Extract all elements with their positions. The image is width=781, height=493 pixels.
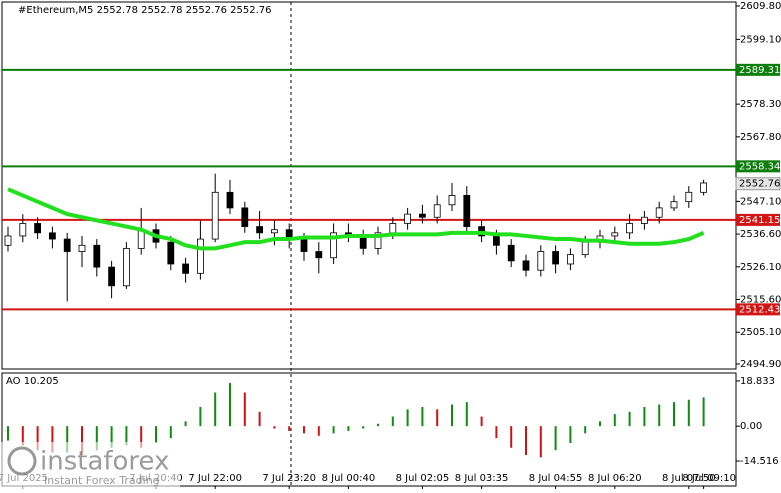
candle-body [537,251,545,271]
candle-body [256,226,264,234]
y-tick-label: 2505.10 [740,327,781,338]
level-label: 2558.34 [739,161,780,172]
candle-body [93,244,101,268]
y-tick-label: 18.833 [740,376,775,387]
y-tick-label: 2547.10 [740,196,781,207]
y-tick-label: 2567.80 [740,132,781,143]
candle-body [226,191,234,209]
level-label-box [736,63,780,76]
level-label-box [736,160,780,173]
candle-body [463,195,471,227]
candle-body [507,244,515,262]
candle-body [611,232,619,237]
candle-body [404,213,412,224]
candle-body [19,223,27,237]
x-tick-label: 8 Jul 03:35 [455,473,509,484]
candle-body [196,238,204,274]
y-tick-label: 2526.10 [740,262,781,273]
candle-body [78,244,86,252]
level-label: 2541.15 [739,215,780,226]
candle-body [492,235,500,246]
candle-body [670,201,678,209]
watermark: instaforex Instant Forex Trading [0,442,180,489]
candle-body [270,229,278,234]
candle-body [655,207,663,218]
level-label-box [736,213,780,226]
candle-body [581,241,589,256]
watermark-tagline: Instant Forex Trading [44,474,160,487]
candle-body [315,251,323,259]
x-tick-label: 8 Jul 02:05 [396,473,450,484]
candle-body [418,213,426,218]
x-tick-label: 8 Jul 00:40 [322,473,376,484]
indicator-title: AO 10.205 [6,376,59,387]
candle-body [182,263,190,274]
level-label-box [736,303,780,316]
candle-body [641,216,648,224]
y-tick-label: 0.00 [740,421,762,432]
x-tick-label: 8 Jul 07:50 [662,473,716,484]
candle-body [49,232,56,240]
moving-average [7,187,705,251]
candle-body [433,204,441,218]
level-label: 2512.43 [739,304,780,315]
y-tick-label: 2599.10 [740,34,781,45]
x-tick-label: 8 Jul 04:55 [529,473,583,484]
watermark-logo [7,446,37,476]
x-tick-label: 7 Jul 22:00 [188,473,242,484]
current-price-label: 2552.76 [739,179,780,190]
y-tick-label: 2609.80 [740,1,781,12]
x-tick-label: 8 Jul 09:10 [682,473,736,484]
candle-body [685,191,693,203]
indicator-pane [1,372,737,487]
y-tick-label: 2494.90 [740,359,781,370]
candle-body [167,241,175,265]
candle-body [700,182,707,193]
candle-body [626,223,633,234]
candle-body [34,223,41,234]
y-tick-label: -14.516 [740,456,779,467]
candle-body [241,207,249,227]
candle-body [374,232,382,249]
candle-body [108,266,115,287]
level-label: 2589.31 [739,65,780,76]
candle-body [522,260,530,271]
candle-body [4,235,12,246]
y-tick-label: 2536.60 [740,229,781,240]
candle-body [448,195,456,206]
y-tick-label: 2578.30 [740,99,781,110]
candle-body [567,254,574,265]
current-price-box [735,177,781,191]
candle-body [123,248,130,287]
candle-body [63,238,71,252]
x-tick-label: 8 Jul 06:20 [588,473,642,484]
candle-body [330,232,338,259]
y-tick-label: 2515.60 [740,295,781,306]
candle-body [389,223,397,234]
x-tick-label: 7 Jul 23:20 [262,473,316,484]
candle-body [300,238,308,252]
candle-body [211,191,219,240]
candle-body [552,251,559,265]
watermark-brand: instaforex [40,447,169,477]
chart-title: #Ethereum,M5 2552.78 2552.78 2552.76 255… [18,5,272,16]
